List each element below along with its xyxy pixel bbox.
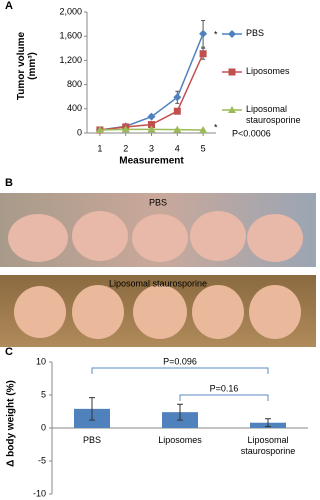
annotation: P=0.096 xyxy=(163,356,197,366)
y-tick-label: -10 xyxy=(33,488,46,498)
marker xyxy=(147,125,156,133)
photo-caption: PBS xyxy=(149,197,167,207)
annotation: P=0.16 xyxy=(210,383,239,393)
legend-marker xyxy=(228,30,236,38)
x-axis-label: Measurement xyxy=(119,156,184,167)
bracket xyxy=(179,394,269,401)
x-tick-label: 1 xyxy=(97,143,102,153)
marker xyxy=(148,121,155,129)
x-tick-label: 5 xyxy=(201,143,206,153)
marker xyxy=(173,93,182,102)
y-tick-label: 400 xyxy=(67,103,82,113)
y-tick-label: -5 xyxy=(38,455,46,465)
x-tick-label: PBS xyxy=(82,435,101,445)
x-tick-label: 3 xyxy=(149,143,154,153)
bracket xyxy=(91,367,269,374)
x-tick-label: Liposomes xyxy=(158,435,202,445)
photo-caption: Liposomal staurosporine xyxy=(109,278,207,288)
y-tick-label: 1,200 xyxy=(59,55,82,65)
error-bar xyxy=(89,397,95,421)
marker xyxy=(199,29,208,38)
marker xyxy=(199,50,207,58)
marker xyxy=(147,112,156,121)
annotation: * xyxy=(214,29,218,39)
error-bar xyxy=(177,403,183,421)
y-tick-label: 800 xyxy=(67,79,82,89)
y-tick-label: 0 xyxy=(77,127,82,137)
annotation: P<0.0006 xyxy=(232,128,271,138)
marker xyxy=(121,125,130,133)
x-tick-label: Liposomal staurosporine xyxy=(240,435,296,456)
mice xyxy=(14,285,301,339)
legend-marker xyxy=(228,106,236,113)
y-axis-label: Δ body weight (%) xyxy=(5,380,17,467)
panel-label: A xyxy=(5,0,13,12)
y-axis-label: Tumor volume (mm³) xyxy=(16,31,38,101)
legend-marker xyxy=(228,68,236,76)
y-tick-label: 10 xyxy=(36,356,46,366)
legend-label: Liposomal staurosporine xyxy=(246,104,301,125)
legend-label: PBS xyxy=(246,28,265,38)
marker xyxy=(173,107,181,115)
x-tick-label: 2 xyxy=(123,143,128,153)
legend-label: Liposomes xyxy=(246,66,290,76)
marker xyxy=(95,125,104,133)
x-tick-label: 4 xyxy=(175,143,180,153)
marker xyxy=(199,125,208,133)
y-tick-label: 1,600 xyxy=(59,31,82,41)
y-tick-label: 2,000 xyxy=(59,6,82,16)
panel-label: C xyxy=(5,346,13,358)
mice xyxy=(8,211,303,262)
annotation: * xyxy=(214,122,218,132)
panel-label: B xyxy=(5,177,13,189)
y-tick-label: 5 xyxy=(41,389,46,399)
error-bar xyxy=(265,418,271,428)
marker xyxy=(173,125,182,133)
y-tick-label: 0 xyxy=(41,422,46,432)
